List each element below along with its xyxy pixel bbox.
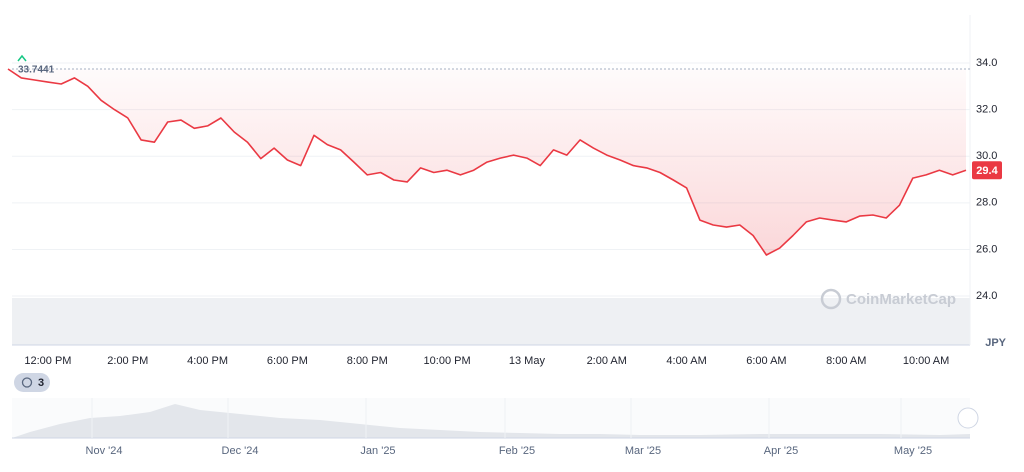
y-tick-label: 28.0 xyxy=(976,197,997,209)
x-tick-label: 8:00 AM xyxy=(826,355,866,367)
watermark: CoinMarketCap xyxy=(820,288,956,310)
volume-area xyxy=(12,298,970,345)
navigator-label: Nov '24 xyxy=(86,445,123,457)
watermark-logo xyxy=(820,288,842,310)
last-price-label: 29.4 xyxy=(976,165,998,177)
x-tick-label: 12:00 PM xyxy=(24,355,71,367)
x-tick-label: 2:00 PM xyxy=(107,355,148,367)
y-tick-label: 26.0 xyxy=(976,243,997,255)
plot: 33.7441 29.4 xyxy=(7,54,1002,256)
price-line xyxy=(7,68,967,256)
y-tick-label: 24.0 xyxy=(976,290,997,302)
y-tick-label: 34.0 xyxy=(976,57,997,69)
open-arrow xyxy=(17,54,27,62)
navigator-handle[interactable] xyxy=(957,407,979,429)
open-price-label: 33.7441 xyxy=(18,65,55,76)
x-tick-label: 4:00 PM xyxy=(187,355,228,367)
x-tick-label: 4:00 AM xyxy=(666,355,706,367)
y-tick-label: 30.0 xyxy=(976,150,997,162)
x-tick-label: 6:00 AM xyxy=(746,355,786,367)
unit-label: JPY xyxy=(985,337,1006,349)
x-tick-label: 6:00 PM xyxy=(267,355,308,367)
x-tick-label: 10:00 PM xyxy=(424,355,471,367)
x-tick-label: 13 May xyxy=(509,355,546,367)
navigator-series xyxy=(12,404,970,438)
navigator-labels: Nov '24 Dec '24 Jan '25 Feb '25 Mar '25 Apr '… xyxy=(86,398,932,457)
y-tick-label: 32.0 xyxy=(976,104,997,116)
x-tick-label: 2:00 AM xyxy=(587,355,627,367)
navigator-label: Jan '25 xyxy=(360,445,395,457)
navigator-label: May '25 xyxy=(894,445,932,457)
navigator-label: Feb '25 xyxy=(499,445,535,457)
x-tick-label: 10:00 AM xyxy=(903,355,949,367)
navigator-label: Mar '25 xyxy=(625,445,661,457)
watermark-text: CoinMarketCap xyxy=(846,291,956,308)
last-price-badge xyxy=(972,161,1002,180)
history-badge[interactable]: 3 xyxy=(14,373,50,392)
navigator-label: Dec '24 xyxy=(222,445,259,457)
history-icon xyxy=(21,377,33,388)
x-tick-label: 8:00 PM xyxy=(347,355,388,367)
history-count: 3 xyxy=(38,377,44,389)
navigator-label: Apr '25 xyxy=(764,445,799,457)
